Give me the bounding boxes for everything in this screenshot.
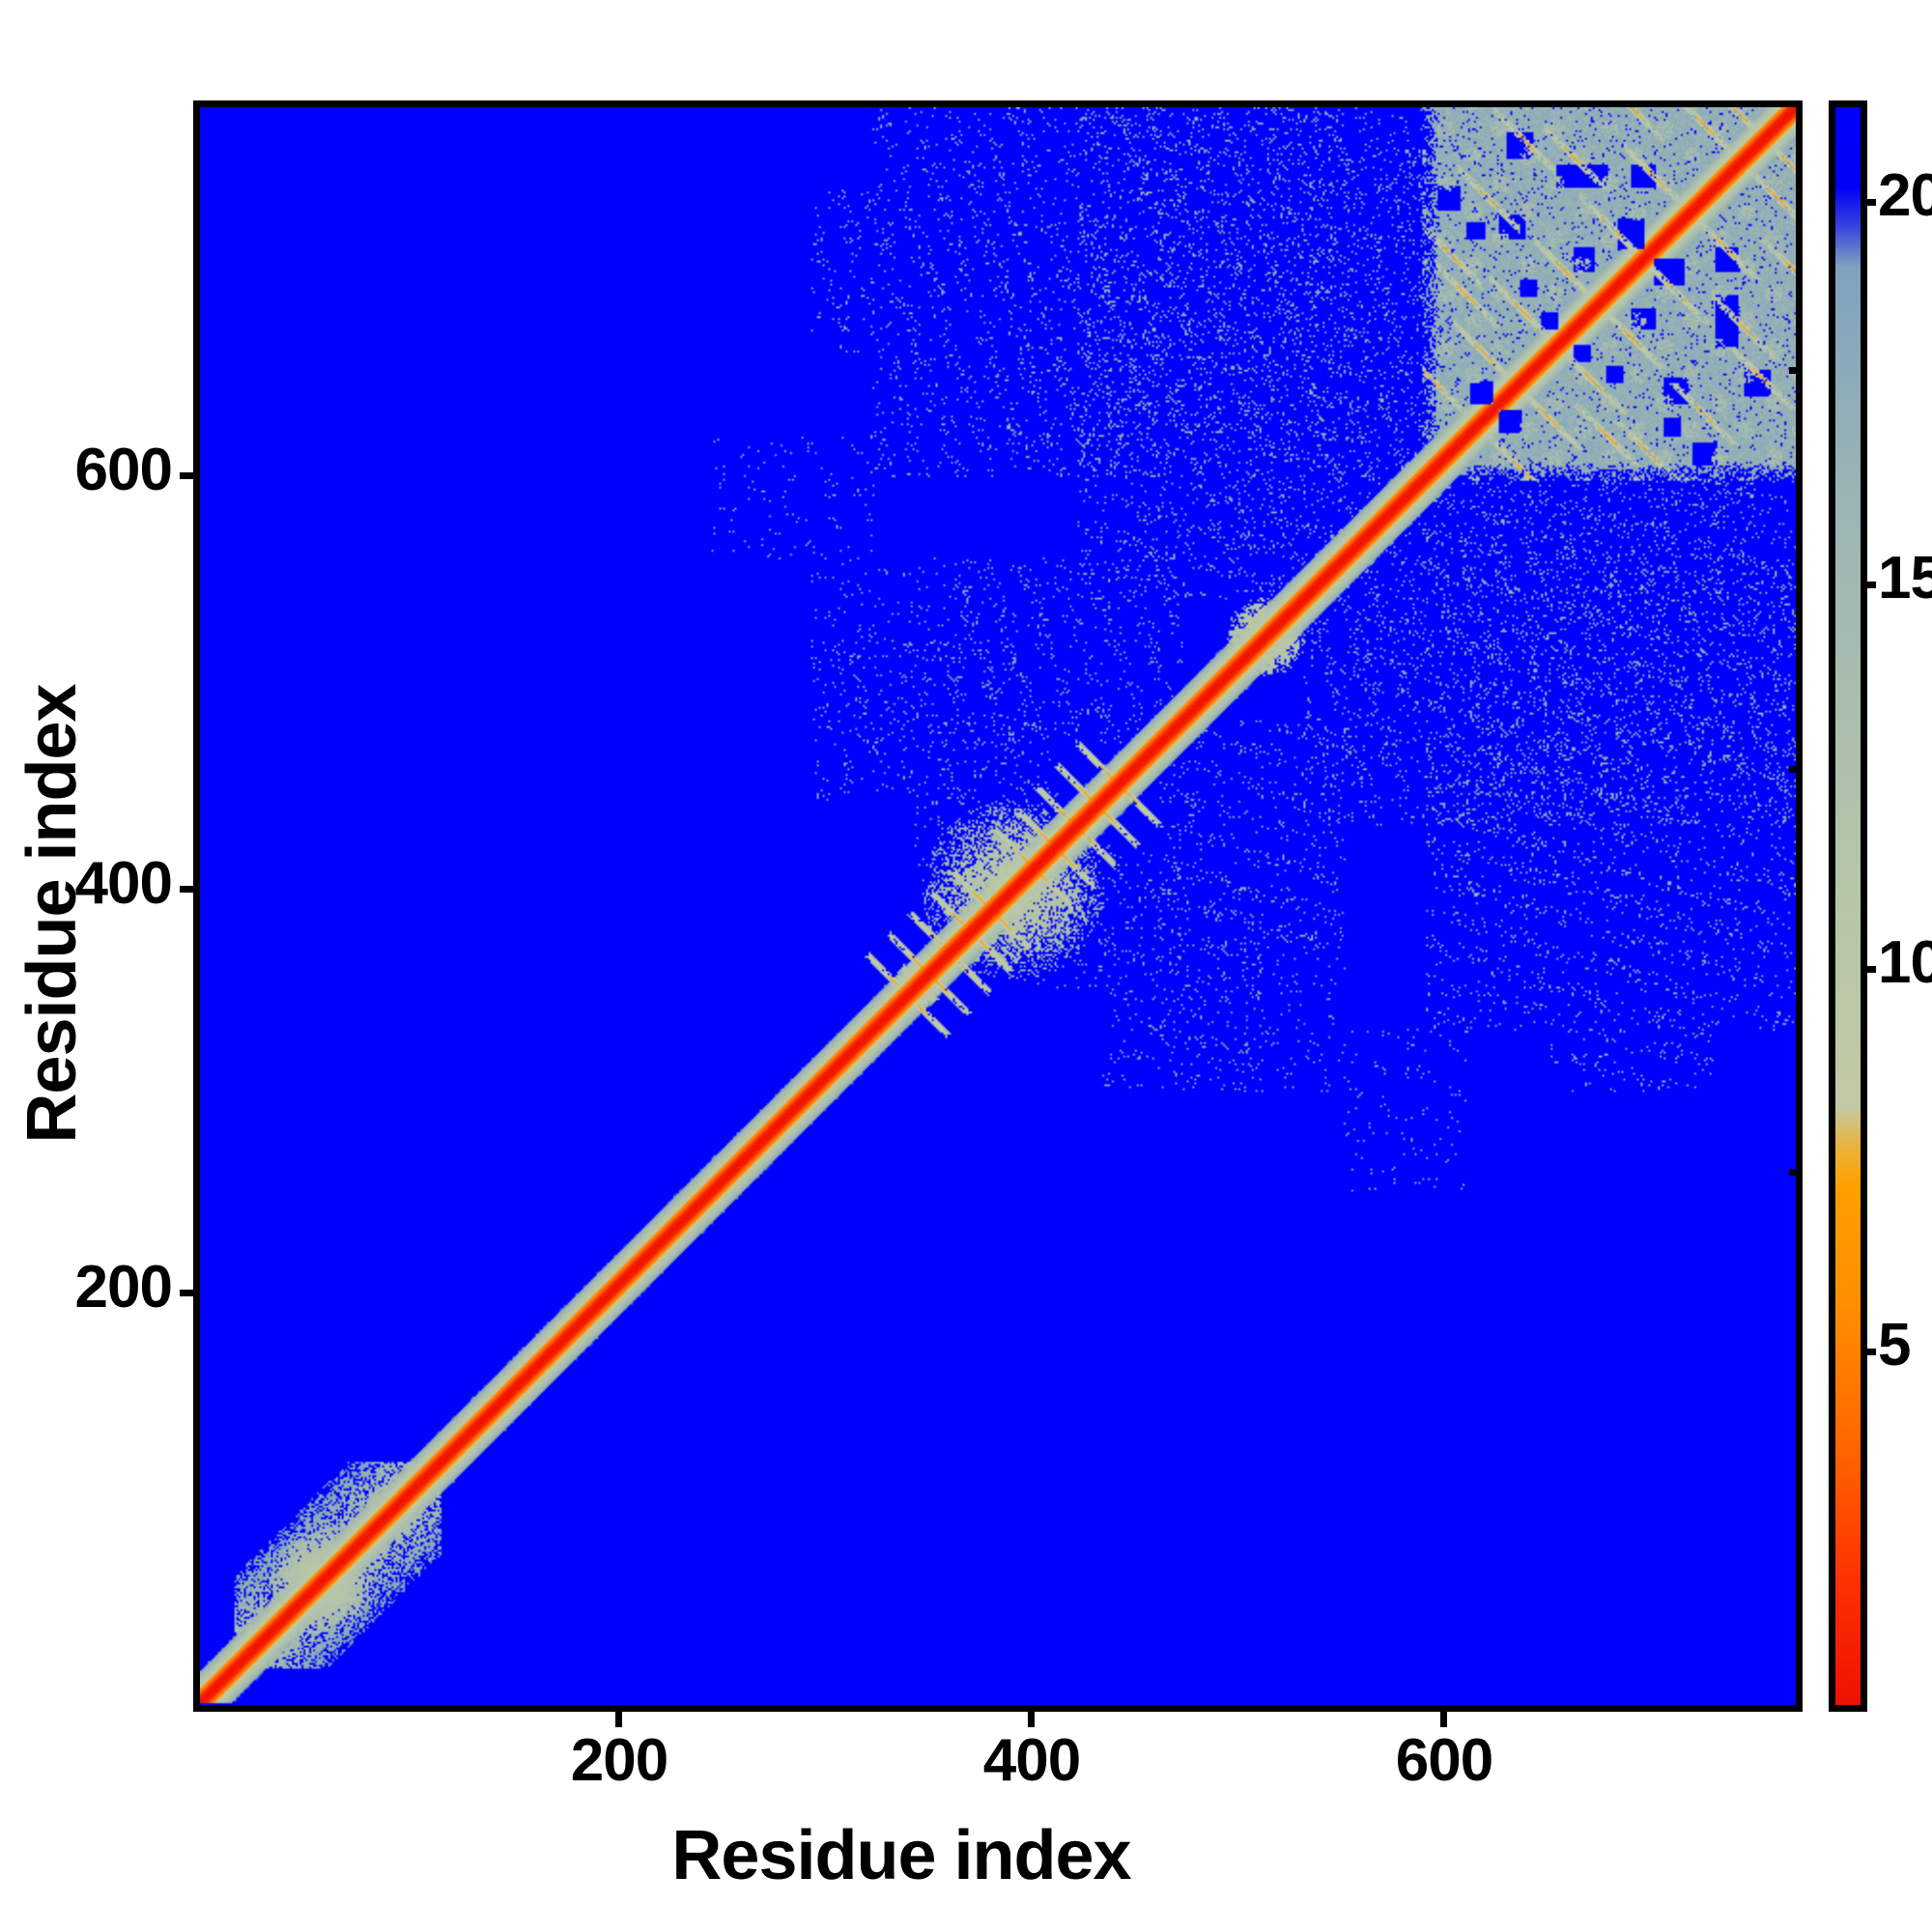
y-tick-label-200: 200 <box>74 1254 173 1321</box>
x-tick-label-400: 400 <box>982 1727 1081 1794</box>
y-tick-label-600: 600 <box>74 437 173 503</box>
colorbar-gradient <box>1835 107 1861 1705</box>
colorbar <box>1829 100 1867 1712</box>
colorbar-label-20: 20 <box>1878 162 1932 229</box>
x-tick-400 <box>1028 1712 1035 1727</box>
heatmap-canvas <box>200 107 1796 1705</box>
x-tick-200 <box>615 1712 622 1727</box>
plot-right-minor-tick-1 <box>1789 367 1803 374</box>
y-tick-400 <box>180 886 195 893</box>
colorbar-tick-15 <box>1862 582 1876 588</box>
y-axis-title: Residue index <box>14 684 91 1144</box>
colorbar-tick-5 <box>1862 1349 1876 1355</box>
plot-right-minor-tick-3 <box>1789 1169 1803 1176</box>
colorbar-label-15: 15 <box>1878 545 1932 611</box>
plot-right-minor-tick-2 <box>1789 766 1803 773</box>
x-axis-title: Residue index <box>671 1817 1131 1894</box>
y-tick-200 <box>180 1290 195 1296</box>
heatmap-plot-area <box>193 100 1803 1712</box>
x-tick-label-200: 200 <box>570 1727 668 1794</box>
colorbar-tick-20 <box>1862 199 1876 206</box>
colorbar-label-10: 10 <box>1878 929 1932 996</box>
x-tick-600 <box>1440 1712 1447 1727</box>
x-tick-label-600: 600 <box>1395 1727 1493 1794</box>
y-tick-label-400: 400 <box>74 850 173 917</box>
colorbar-label-5: 5 <box>1878 1312 1911 1378</box>
y-tick-600 <box>180 472 195 479</box>
colorbar-tick-10 <box>1862 966 1876 973</box>
